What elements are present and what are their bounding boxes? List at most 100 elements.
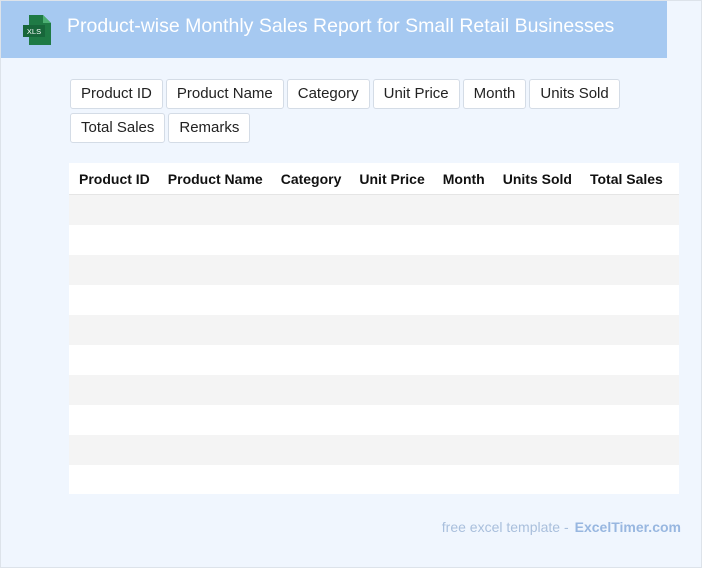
footer: free excel template - ExcelTimer.com xyxy=(442,519,681,535)
table-cell xyxy=(579,194,671,225)
table-cell xyxy=(493,405,580,435)
data-table: Product ID Product Name Category Unit Price… xyxy=(69,163,679,494)
table-cell xyxy=(493,465,580,494)
table-cell xyxy=(433,225,493,255)
table-cell xyxy=(433,285,493,315)
field-list: Product ID Product Name Category Unit Price… xyxy=(70,79,620,143)
column-header: Unit Price xyxy=(349,163,433,195)
table-cell xyxy=(270,375,350,405)
table-cell xyxy=(671,225,679,255)
table-cell xyxy=(158,405,271,435)
table-cell xyxy=(670,255,679,285)
table-cell xyxy=(432,194,493,225)
column-header: Product Name xyxy=(157,163,271,195)
table-row xyxy=(69,465,679,494)
column-header: Month xyxy=(432,163,493,195)
table-cell xyxy=(671,285,679,315)
table-cell xyxy=(271,345,350,375)
table-cell xyxy=(349,225,432,255)
table-cell xyxy=(349,255,433,285)
table-cell xyxy=(270,315,350,345)
table-cell xyxy=(432,375,493,405)
table-cell xyxy=(69,285,158,315)
table-row xyxy=(69,375,679,405)
table-cell xyxy=(432,435,493,465)
table-cell xyxy=(670,194,679,225)
field-chip[interactable]: Unit Price xyxy=(372,79,460,109)
table-cell xyxy=(492,194,580,225)
table-cell xyxy=(671,465,679,494)
table-cell xyxy=(492,375,580,405)
table-cell xyxy=(69,465,158,494)
table-cell xyxy=(349,435,433,465)
header-row: Product ID Product Name Category Unit Price… xyxy=(69,163,679,195)
table-cell xyxy=(349,345,432,375)
table-cell xyxy=(580,465,671,494)
field-chip[interactable]: Product Name xyxy=(165,79,284,109)
table-cell xyxy=(670,375,679,405)
field-chip[interactable]: Units Sold xyxy=(529,79,620,109)
table-row xyxy=(69,225,679,255)
table-cell xyxy=(670,435,679,465)
table-cell xyxy=(579,435,671,465)
table-cell xyxy=(158,225,271,255)
table-cell xyxy=(349,375,433,405)
table-cell xyxy=(580,285,671,315)
table-cell xyxy=(271,285,350,315)
table-row xyxy=(69,285,679,315)
table-cell xyxy=(69,375,158,405)
table: Product ID Product Name Category Unit Price… xyxy=(69,163,679,494)
table-row xyxy=(69,345,679,375)
table-cell xyxy=(157,315,271,345)
column-header: Total Sales xyxy=(579,163,671,195)
table-cell xyxy=(433,465,493,494)
table-cell xyxy=(492,255,580,285)
table-row xyxy=(69,405,679,435)
table-cell xyxy=(349,194,433,225)
table-cell xyxy=(349,315,433,345)
table-cell xyxy=(670,315,679,345)
table-cell xyxy=(270,194,350,225)
table-cell xyxy=(157,435,271,465)
field-chip[interactable]: Product ID xyxy=(70,79,163,109)
table-cell xyxy=(493,345,580,375)
table-cell xyxy=(493,225,580,255)
field-chip[interactable]: Month xyxy=(462,79,527,109)
table-cell xyxy=(157,194,271,225)
table-cell xyxy=(492,435,580,465)
title: Product-wise Monthly Sales Report for Sm… xyxy=(67,15,615,37)
table-cell xyxy=(433,405,493,435)
table-cell xyxy=(271,405,350,435)
table-row xyxy=(69,194,679,225)
table-cell xyxy=(579,255,671,285)
table-cell xyxy=(580,225,671,255)
footer-brand[interactable]: ExcelTimer.com xyxy=(574,519,681,535)
table-cell xyxy=(69,315,158,345)
table-cell xyxy=(492,315,580,345)
field-chip[interactable]: Remarks xyxy=(168,113,251,143)
table-cell xyxy=(579,375,671,405)
table-cell xyxy=(271,225,350,255)
table-cell xyxy=(349,465,432,494)
table-cell xyxy=(671,345,679,375)
table-row xyxy=(69,255,679,285)
footer-text: free excel template - xyxy=(441,519,569,535)
table-cell xyxy=(158,345,271,375)
header: XLS Product-wise Monthly Sales Report fo… xyxy=(1,1,667,58)
table-cell xyxy=(432,255,493,285)
table-cell xyxy=(69,435,158,465)
table-cell xyxy=(158,465,271,494)
table-cell xyxy=(69,345,158,375)
field-chip[interactable]: Category xyxy=(286,79,370,109)
table-cell xyxy=(580,345,671,375)
table-cell xyxy=(432,315,493,345)
table-cell xyxy=(157,375,271,405)
field-chip[interactable]: Total Sales xyxy=(70,113,166,143)
table-cell xyxy=(349,285,432,315)
table-cell xyxy=(579,315,671,345)
column-header: Units Sold xyxy=(492,163,580,195)
column-header: Remarks xyxy=(670,163,679,195)
table-cell xyxy=(349,405,432,435)
table-row xyxy=(69,435,679,465)
